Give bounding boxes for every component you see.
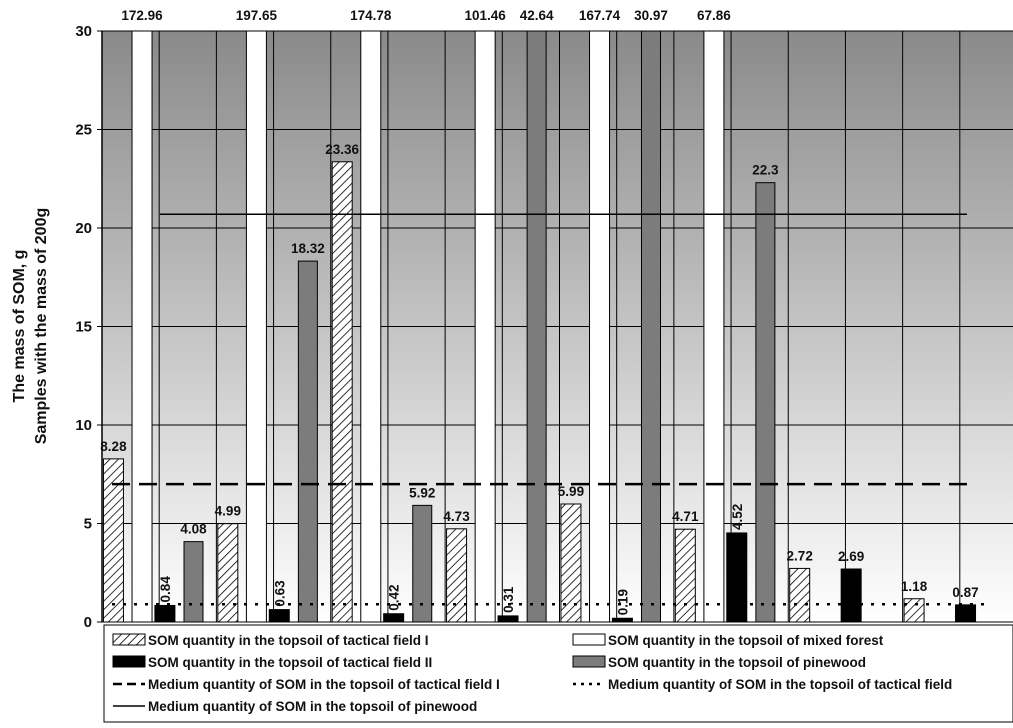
y-axis: 0 5 10 15 20 25 30	[75, 23, 103, 631]
data-label-tactical-field-2: 0.63	[272, 580, 287, 607]
data-label-white: 67.86	[697, 8, 731, 23]
bar-hatched	[560, 503, 582, 623]
data-label-tactical-field-2: 0.84	[158, 576, 173, 603]
bar-white	[703, 30, 725, 623]
legend: SOM quantity in the topsoil of tactical …	[103, 624, 1013, 723]
y-tick-label: 30	[75, 23, 92, 40]
y-tick-label: 15	[75, 319, 92, 336]
data-label-hatched: 1.18	[901, 579, 928, 594]
bar-white	[245, 30, 267, 623]
y-axis-title-line2: Samples with the mass of 200g	[33, 208, 50, 445]
y-tick-label: 5	[84, 516, 92, 533]
bar-white	[474, 30, 496, 623]
data-label-tactical-field-2: 0.42	[387, 584, 402, 610]
data-label-gray: 42.64	[520, 8, 554, 23]
y-tick-label: 0	[84, 614, 92, 631]
bar-hatched	[217, 523, 239, 623]
data-label-hatched: 5.99	[558, 484, 584, 499]
bar-white	[589, 30, 611, 623]
data-label-gray: 22.3	[752, 163, 779, 178]
legend-label-medium-tactical-field-1: Medium quantity of SOM in the topsoil of…	[148, 677, 500, 692]
data-label-white: 167.74	[579, 8, 621, 23]
data-label-gray: 4.08	[180, 522, 207, 537]
data-labels-layer: 8.28 4.99 23.36 4.73 5.99 4.71 2.72 1.18 172.96 1…	[100, 8, 978, 615]
bar-gray	[183, 541, 204, 623]
data-label-hatched: 4.73	[443, 509, 470, 524]
bar-black	[726, 532, 748, 623]
data-label-hatched: 23.36	[325, 142, 359, 157]
y-tick-label: 20	[75, 220, 92, 237]
bar-black	[955, 604, 977, 623]
bar-black	[611, 617, 633, 623]
data-label-white: 174.78	[350, 8, 392, 23]
legend-box	[103, 624, 1013, 723]
bar-gray	[641, 30, 661, 623]
data-label-white: 197.65	[236, 8, 278, 23]
hatched-swatch-icon	[112, 633, 146, 646]
legend-label-pinewood: SOM quantity in the topsoil of pinewood	[608, 655, 866, 670]
black-swatch-icon	[112, 655, 146, 668]
bar-hatched	[674, 528, 696, 623]
bar-white	[131, 30, 153, 623]
bar-gray	[755, 182, 776, 623]
bar-black	[383, 613, 405, 623]
bar-black	[497, 615, 519, 623]
data-label-hatched: 4.99	[215, 504, 241, 519]
data-label-hatched: 4.71	[672, 509, 699, 524]
bar-gray	[526, 30, 547, 623]
bars-layer	[102, 30, 977, 623]
bar-white	[360, 30, 382, 623]
reference-lines-layer	[112, 213, 985, 606]
bar-hatched	[446, 528, 468, 623]
y-tick-label: 10	[75, 417, 92, 434]
data-label-tactical-field-2: 2.69	[838, 549, 864, 564]
bar-gray	[412, 504, 433, 623]
data-label-tactical-field-2: 0.19	[615, 589, 630, 615]
bar-black	[154, 604, 176, 623]
legend-label-mixed-forest: SOM quantity in the topsoil of mixed for…	[608, 633, 884, 648]
data-label-gray: 30.97	[634, 8, 668, 23]
data-label-tactical-field-2: 0.87	[952, 585, 978, 600]
legend-label-medium-pinewood: Medium quantity of SOM in the topsoil of…	[148, 699, 477, 714]
data-label-hatched: 2.72	[787, 548, 813, 563]
bar-gray	[297, 260, 318, 623]
bar-hatched	[903, 598, 925, 623]
bar-hatched	[331, 161, 353, 623]
data-label-white: 172.96	[121, 8, 163, 23]
legend-label-tactical-field-2: SOM quantity in the topsoil of tactical …	[148, 655, 432, 670]
white-swatch-icon	[572, 633, 606, 646]
data-label-gray: 18.32	[291, 241, 325, 256]
data-label-tactical-field-2: 0.31	[501, 586, 516, 613]
gray-swatch-icon	[572, 655, 606, 668]
legend-label-medium-tactical-field: Medium quantity of SOM in the topsoil of…	[608, 677, 952, 692]
data-label-tactical-field-2: 4.52	[730, 504, 745, 530]
data-label-gray: 5.92	[409, 485, 435, 500]
data-label-white: 101.46	[465, 8, 507, 23]
y-tick-label: 25	[75, 122, 92, 139]
legend-label-tactical-field-1: SOM quantity in the topsoil of tactical …	[148, 633, 429, 648]
bar-hatched	[789, 567, 811, 623]
bar-black	[840, 568, 862, 623]
y-axis-title-line1: The mass of SOM, g	[11, 250, 28, 403]
bar-hatched	[102, 458, 124, 623]
bar-black	[268, 609, 290, 623]
data-label-hatched: 8.28	[100, 439, 127, 454]
